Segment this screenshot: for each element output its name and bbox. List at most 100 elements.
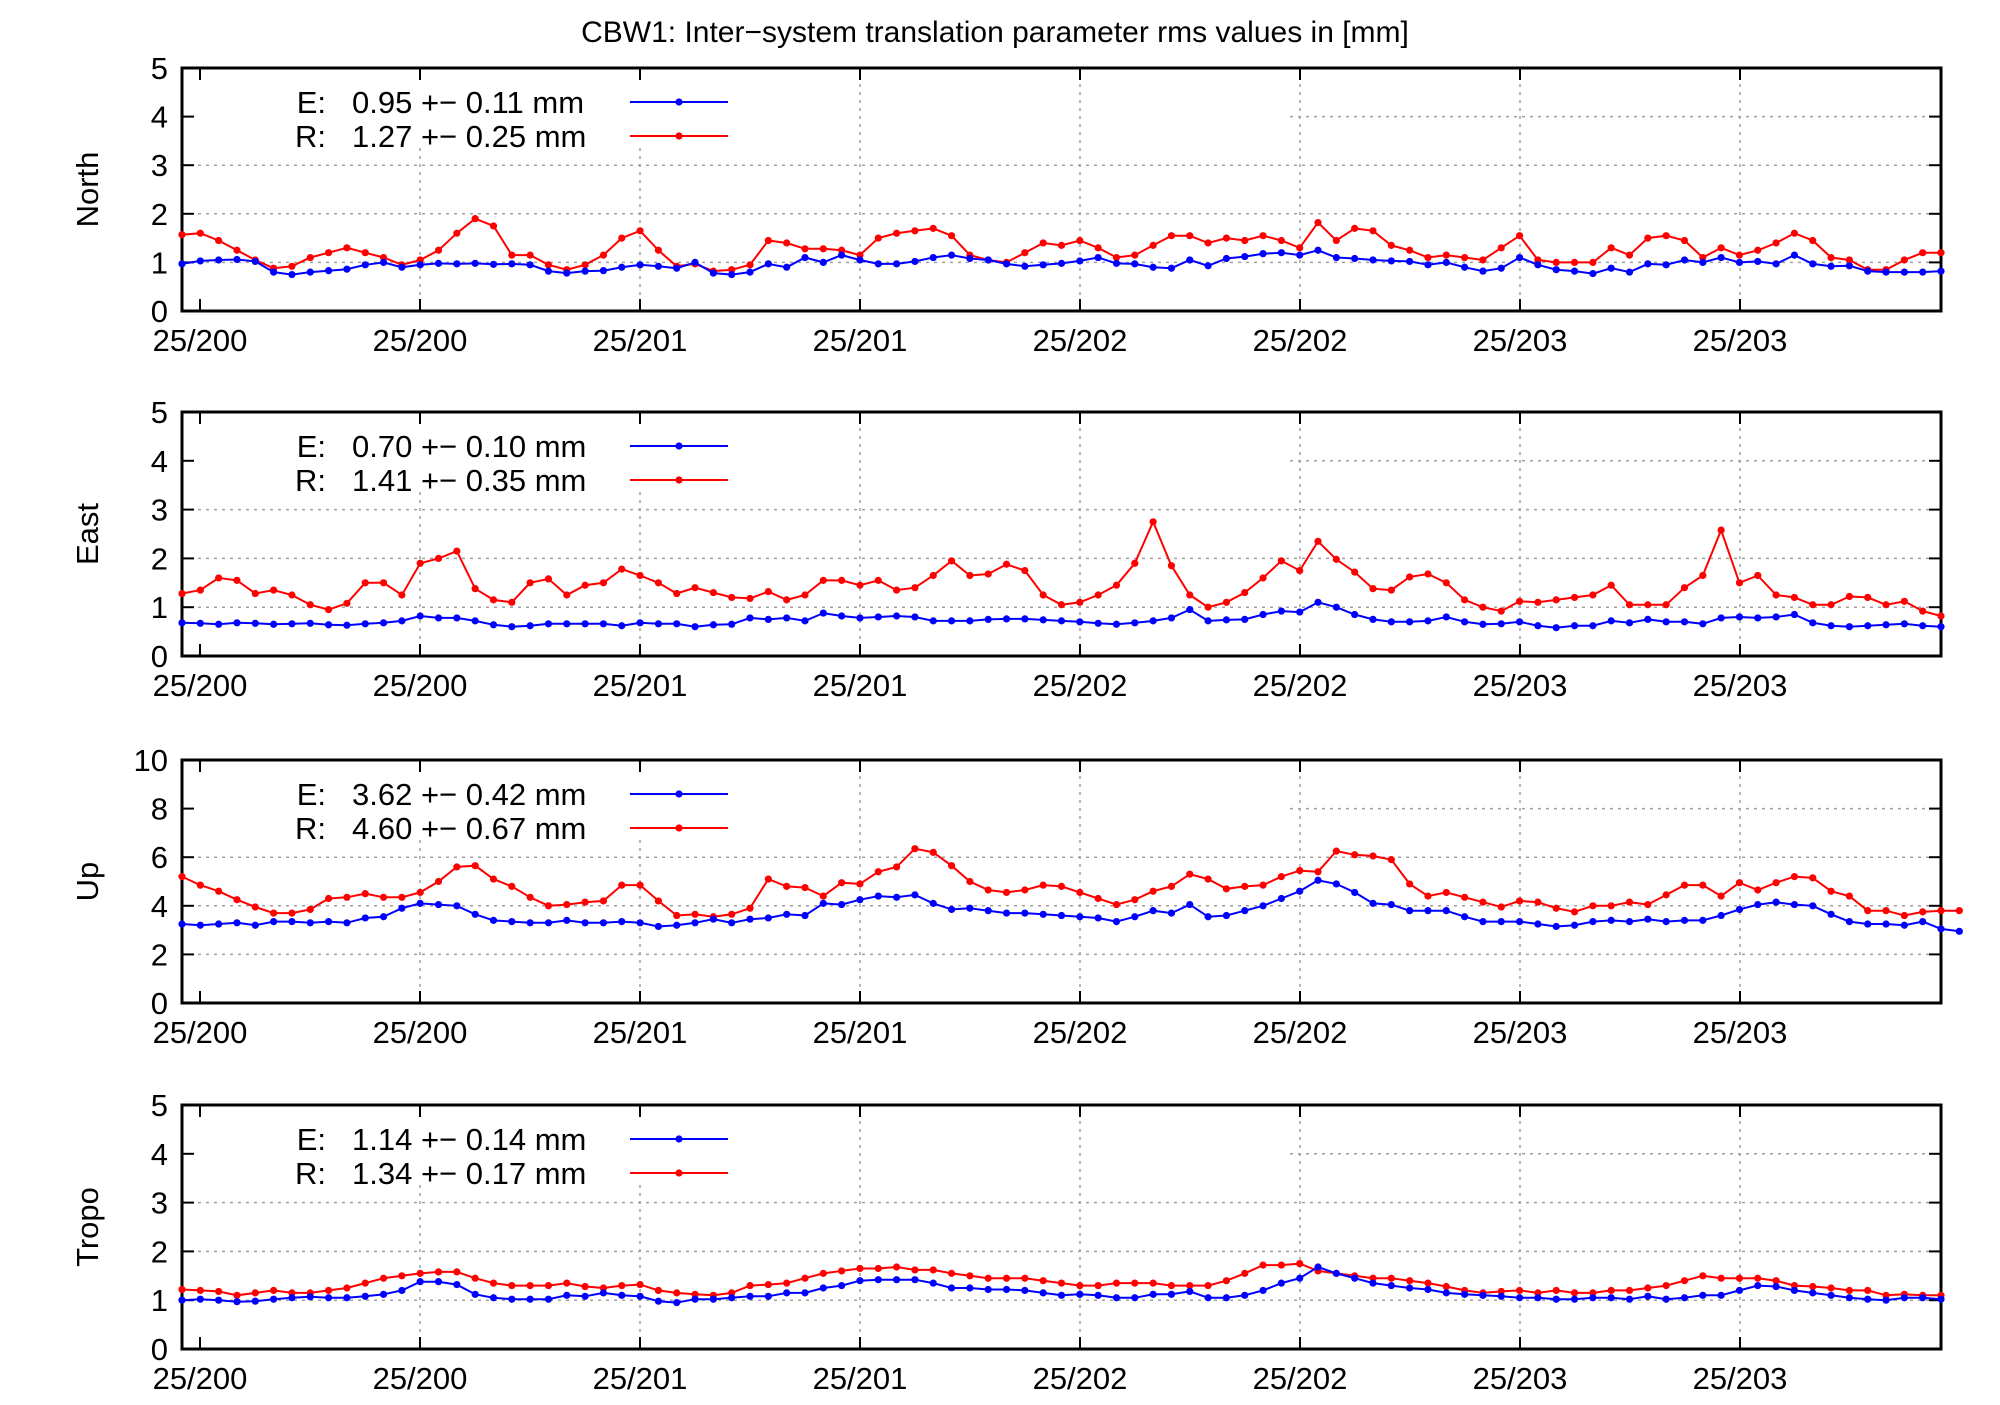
point-E xyxy=(838,1281,846,1290)
point-E xyxy=(673,1299,681,1307)
chart-title: CBW1: Inter−system translation parameter… xyxy=(581,16,1409,49)
x-tick-label: 25/202 xyxy=(1253,1015,1348,1050)
point-E xyxy=(1131,619,1139,627)
point-E xyxy=(1919,622,1927,630)
point-R xyxy=(874,868,882,876)
point-R xyxy=(966,571,974,580)
point-E xyxy=(1919,917,1927,926)
point-R xyxy=(1131,251,1139,259)
point-E xyxy=(1351,1274,1359,1282)
point-R xyxy=(526,1281,534,1290)
point-E xyxy=(709,1295,717,1303)
point-E xyxy=(1442,907,1450,915)
point-R xyxy=(1039,1277,1047,1285)
legend-key: R: xyxy=(295,463,326,498)
point-E xyxy=(1589,269,1597,278)
point-E xyxy=(434,1278,443,1286)
point-R xyxy=(673,911,681,920)
point-R xyxy=(1735,579,1744,587)
point-R xyxy=(178,873,186,881)
point-E xyxy=(1186,1287,1194,1296)
point-R xyxy=(1625,601,1634,609)
point-R xyxy=(1552,904,1560,912)
point-R xyxy=(1259,881,1267,889)
point-R xyxy=(966,1272,974,1280)
point-E xyxy=(361,620,369,628)
point-R xyxy=(361,890,369,898)
point-E xyxy=(636,919,644,927)
point-R xyxy=(892,586,901,594)
x-tick-label: 25/200 xyxy=(153,668,248,703)
point-E xyxy=(1864,1295,1872,1303)
point-E xyxy=(1864,267,1872,275)
point-E xyxy=(1094,914,1102,922)
point-R xyxy=(324,894,333,903)
point-R xyxy=(1625,1286,1634,1295)
point-E xyxy=(1057,911,1066,920)
x-tick-label: 25/201 xyxy=(593,668,688,703)
x-tick-label: 25/203 xyxy=(1693,1015,1788,1050)
point-E xyxy=(892,612,901,620)
point-R xyxy=(618,881,626,889)
point-R xyxy=(1167,882,1176,890)
plot-frame xyxy=(180,758,1943,1005)
point-E xyxy=(709,269,717,277)
point-E xyxy=(783,1289,791,1297)
point-R xyxy=(874,234,882,242)
point-E xyxy=(673,264,681,272)
point-E xyxy=(1186,606,1194,614)
point-R xyxy=(636,1280,644,1289)
point-R xyxy=(1497,903,1505,911)
point-E xyxy=(288,270,296,279)
point-E xyxy=(1937,623,1945,631)
point-R xyxy=(526,251,534,259)
point-R xyxy=(1222,1277,1231,1285)
point-R xyxy=(1314,868,1322,876)
point-R xyxy=(911,1266,919,1274)
point-R xyxy=(746,1281,754,1290)
point-R xyxy=(1149,887,1157,895)
point-E xyxy=(1461,263,1469,271)
point-E xyxy=(453,614,461,622)
point-E xyxy=(892,1276,901,1284)
point-E xyxy=(178,619,186,627)
y-tick-label: 1 xyxy=(151,1283,168,1318)
point-R xyxy=(929,1266,937,1274)
point-E xyxy=(1662,917,1670,926)
point-R xyxy=(838,576,846,584)
point-E xyxy=(1662,1295,1670,1303)
point-E xyxy=(563,269,571,277)
point-R xyxy=(1057,601,1066,609)
point-E xyxy=(819,258,827,266)
point-R xyxy=(874,1264,882,1273)
y-tick-label: 4 xyxy=(151,889,168,924)
point-R xyxy=(471,1274,479,1282)
point-E xyxy=(251,619,259,627)
point-R xyxy=(1772,591,1780,599)
point-E xyxy=(1424,617,1432,625)
point-E xyxy=(1790,251,1799,259)
x-tick-label: 25/203 xyxy=(1693,323,1788,358)
point-R xyxy=(1827,1284,1835,1292)
point-R xyxy=(1607,244,1615,252)
point-R xyxy=(1039,591,1047,599)
point-E xyxy=(471,259,479,267)
point-E xyxy=(654,922,662,931)
point-R xyxy=(892,863,901,871)
point-R xyxy=(1186,591,1194,599)
point-R xyxy=(508,882,516,890)
point-R xyxy=(1241,588,1249,597)
point-E xyxy=(764,1292,772,1300)
point-R xyxy=(801,1274,809,1282)
y-tick-label: 4 xyxy=(151,100,168,135)
point-E xyxy=(1534,261,1542,269)
point-E xyxy=(1387,618,1395,626)
point-E xyxy=(1515,1294,1524,1302)
point-R xyxy=(783,596,791,604)
point-E xyxy=(819,1284,827,1292)
point-E xyxy=(1900,620,1908,628)
point-E xyxy=(196,1295,204,1303)
legend-value: 1.14 +− 0.14 mm xyxy=(352,1122,586,1157)
point-E xyxy=(361,914,369,922)
